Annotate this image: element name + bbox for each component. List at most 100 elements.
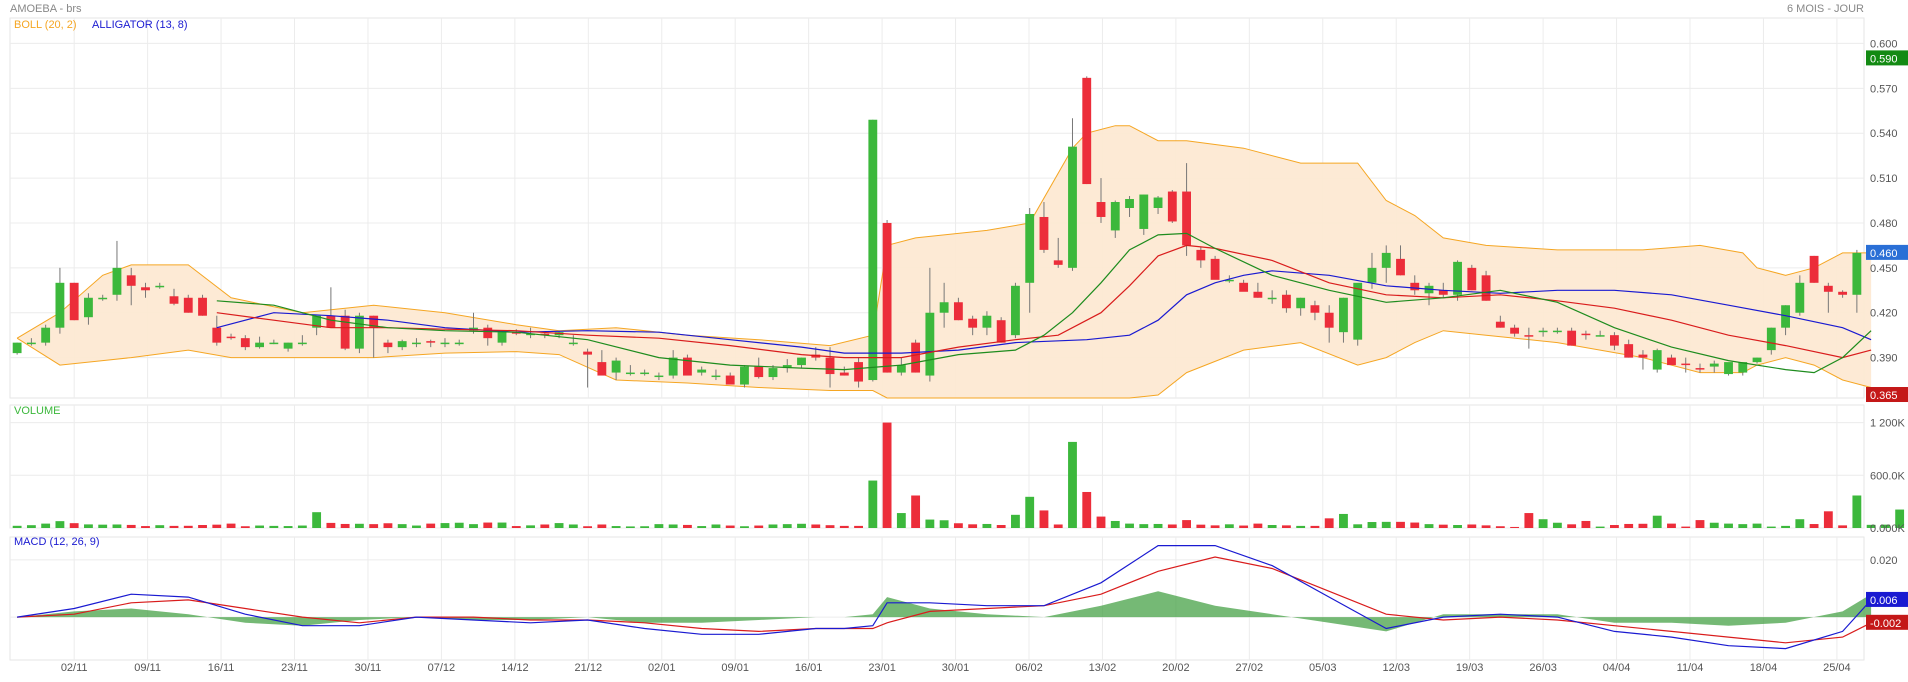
volume-bar xyxy=(1495,526,1505,528)
volume-bar xyxy=(939,520,949,528)
x-tick-label: 19/03 xyxy=(1456,662,1484,674)
candle-up xyxy=(454,342,464,345)
volume-bar xyxy=(1552,522,1562,528)
volume-bar xyxy=(1281,525,1291,528)
price-axis-tick: 0.450 xyxy=(1870,263,1898,275)
candle-down xyxy=(683,357,692,376)
candle-down xyxy=(968,318,978,328)
volume-bar xyxy=(1324,518,1334,528)
period-label: 6 MOIS - JOUR xyxy=(1787,3,1864,15)
alligator-legend[interactable]: ALLIGATOR (13, 8) xyxy=(92,19,188,31)
candle-down xyxy=(240,338,250,348)
volume-bar xyxy=(41,523,51,528)
volume-bar xyxy=(354,523,364,528)
volume-bar xyxy=(1110,520,1120,528)
last-price-tag: 0.460 xyxy=(1870,248,1898,260)
candle-down xyxy=(511,332,521,334)
candle-up xyxy=(1652,350,1662,370)
candle-up xyxy=(1153,197,1163,208)
volume-bar xyxy=(511,526,521,528)
volume-bar xyxy=(326,522,336,528)
volume-bar xyxy=(740,526,749,528)
volume-bar xyxy=(1153,523,1163,528)
volume-bar xyxy=(1367,522,1377,528)
candle-up xyxy=(55,282,65,328)
volume-bar xyxy=(312,512,322,528)
x-tick-label: 09/11 xyxy=(134,662,161,674)
candle-up xyxy=(868,119,878,381)
volume-bar xyxy=(483,522,493,528)
x-tick-label: 20/02 xyxy=(1162,662,1190,674)
candle-down xyxy=(583,351,593,355)
volume-bar xyxy=(697,526,707,528)
candle-up xyxy=(41,327,51,343)
candle-up xyxy=(896,365,906,373)
x-tick-label: 07/12 xyxy=(428,662,456,674)
candle-down xyxy=(1624,344,1634,358)
volume-bar xyxy=(12,525,22,528)
volume-bar xyxy=(155,525,165,528)
candle-down xyxy=(1410,282,1420,291)
price-axis-tick: 0.420 xyxy=(1870,308,1898,320)
candle-up xyxy=(1068,146,1077,268)
volume-bar xyxy=(1838,525,1848,528)
x-tick-label: 18/04 xyxy=(1750,662,1778,674)
volume-axis-tick: 0.000K xyxy=(1870,523,1906,535)
volume-bar xyxy=(1667,523,1676,528)
volume-bar xyxy=(440,523,450,528)
volume-bar xyxy=(1880,524,1890,528)
candle-up xyxy=(354,315,364,349)
candle-down xyxy=(911,342,921,373)
candle-down xyxy=(882,222,892,373)
volume-bar xyxy=(269,525,279,528)
volume-bar xyxy=(98,524,108,528)
volume-bar xyxy=(1011,514,1020,528)
volume-bar xyxy=(925,519,935,528)
candle-up xyxy=(269,342,279,345)
bollinger-legend[interactable]: BOLL (20, 2) xyxy=(14,19,77,31)
volume-bar xyxy=(583,526,593,528)
volume-bar xyxy=(1339,513,1348,528)
candle-down xyxy=(369,315,379,328)
candle-up xyxy=(939,302,949,313)
candle-up xyxy=(1139,194,1149,229)
candle-down xyxy=(1823,285,1833,292)
volume-bar xyxy=(1296,525,1306,528)
volume-bar xyxy=(1781,525,1790,528)
volume-bar xyxy=(1610,525,1619,528)
volume-bar xyxy=(1139,524,1149,528)
candle-down xyxy=(1182,191,1191,246)
x-tick-label: 30/11 xyxy=(355,662,382,674)
candle-up xyxy=(1552,330,1562,333)
candle-down xyxy=(326,315,336,328)
candle-up xyxy=(155,285,165,288)
volume-bar xyxy=(896,513,906,528)
volume-bar xyxy=(112,524,122,528)
volume-bar xyxy=(1267,525,1277,528)
volume-bar xyxy=(725,525,735,528)
candle-down xyxy=(169,296,179,304)
volume-panel-frame xyxy=(9,404,1865,529)
price-axis-tick: 0.480 xyxy=(1870,218,1898,230)
volume-bar xyxy=(1381,521,1391,528)
candle-up xyxy=(668,357,678,376)
candle-up xyxy=(497,332,507,343)
volume-bar xyxy=(996,525,1006,528)
candle-up xyxy=(654,375,664,378)
candle-up xyxy=(1766,327,1776,351)
candle-down xyxy=(754,366,764,378)
volume-bar xyxy=(568,524,578,528)
candle-down xyxy=(1481,275,1491,301)
candle-down xyxy=(597,362,607,376)
x-tick-label: 26/03 xyxy=(1529,662,1557,674)
volume-bar xyxy=(1182,520,1191,528)
candle-down xyxy=(1438,290,1448,295)
x-tick-label: 11/04 xyxy=(1677,662,1704,674)
candle-down xyxy=(1053,260,1063,265)
candle-up xyxy=(1267,297,1277,300)
volume-bar xyxy=(454,522,464,528)
volume-bar xyxy=(1096,516,1106,528)
volume-bar xyxy=(1695,520,1705,528)
volume-bar xyxy=(668,524,678,528)
candle-up xyxy=(84,297,93,318)
